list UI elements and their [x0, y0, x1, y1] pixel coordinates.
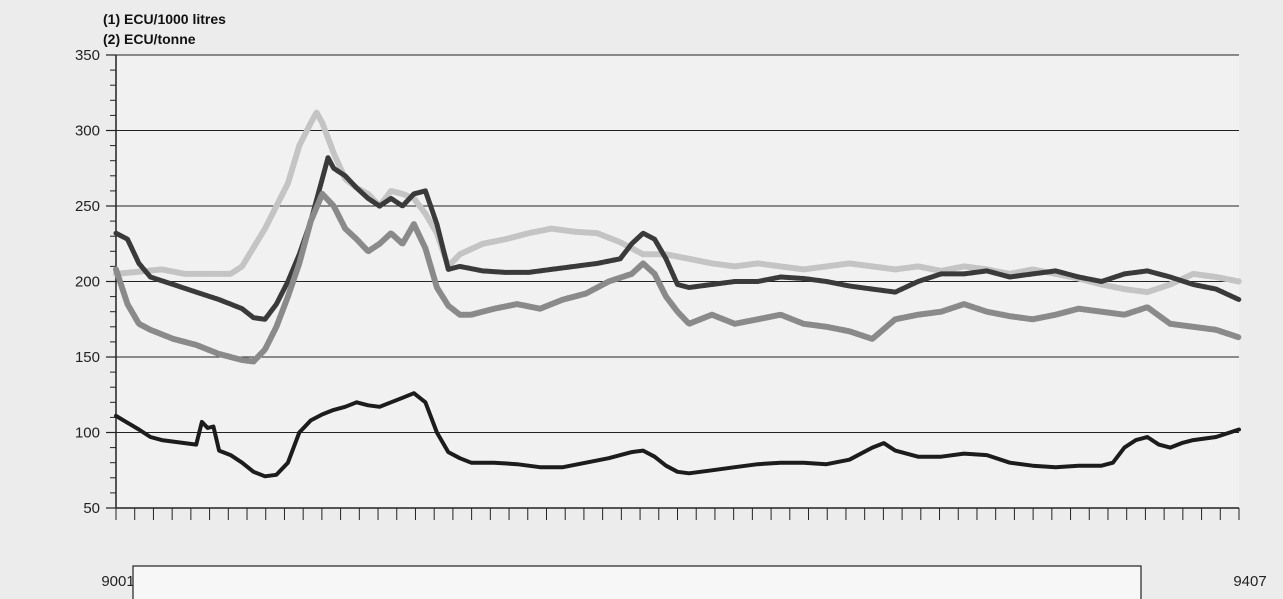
- unit-label-1: (1) ECU/1000 litres: [103, 11, 226, 27]
- y-tick-label: 300: [75, 123, 100, 140]
- series-line-2: [113, 155, 1242, 322]
- y-tick-label: 150: [75, 349, 100, 366]
- y-tick-label: 350: [75, 47, 100, 64]
- series-line-1: [113, 109, 1242, 296]
- y-tick-label: 50: [83, 500, 100, 517]
- y-tick-label: 250: [75, 198, 100, 215]
- series-line-3: [113, 190, 1242, 365]
- series-line-4: [114, 391, 1241, 479]
- x-tick-label-end: 9407: [1233, 573, 1266, 590]
- y-tick-label: 200: [75, 274, 100, 291]
- x-tick-label-start: 9001: [101, 573, 134, 590]
- series-lines: [113, 109, 1242, 479]
- y-tick-labels: 50 100 150 200 250 300 350: [75, 47, 100, 517]
- legend-box: [132, 565, 1142, 599]
- y-tick-label: 100: [75, 425, 100, 442]
- unit-label-2: (2) ECU/tonne: [103, 31, 196, 47]
- minor-ticks: [115, 508, 1240, 520]
